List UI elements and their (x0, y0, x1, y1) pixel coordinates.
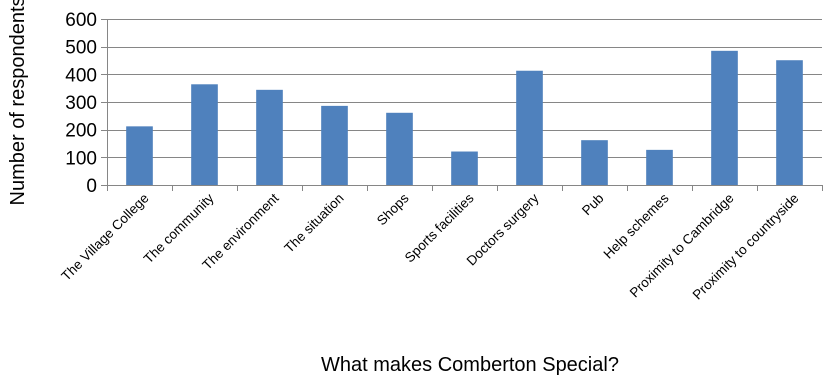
bar (711, 50, 738, 185)
bar (451, 151, 478, 185)
y-tick-label: 300 (65, 93, 97, 114)
y-tick-label: 500 (65, 38, 97, 59)
y-tick-label: 100 (65, 148, 97, 169)
bar (646, 149, 673, 185)
x-axis-title: What makes Comberton Special? (321, 354, 619, 376)
bar (126, 126, 153, 185)
x-tick-label: Proximity to countryside (690, 191, 802, 303)
y-axis-title: Number of respondents (7, 0, 29, 206)
x-tick-label: Pub (579, 191, 607, 219)
bar (386, 112, 413, 185)
bar (321, 105, 348, 185)
bar (516, 70, 543, 185)
bar (581, 140, 608, 185)
y-tick-label: 0 (86, 176, 97, 197)
x-tick-label: Shops (374, 190, 412, 228)
y-tick-label: 200 (65, 121, 97, 142)
x-tick-label: The Village College (58, 191, 151, 284)
bar (256, 89, 283, 185)
axes (101, 19, 823, 191)
bar (776, 60, 803, 186)
y-tick-label: 600 (65, 10, 97, 31)
gridlines (107, 19, 822, 158)
y-tick-labels: 0 100 200 300 400 500 600 (65, 10, 97, 197)
x-tick-label: Sports facilities (402, 190, 477, 265)
x-tick-label: Help schemes (601, 190, 672, 261)
bars (126, 50, 803, 186)
x-tick-label: The situation (281, 191, 346, 256)
y-tick-label: 400 (65, 65, 97, 86)
bar (191, 84, 218, 185)
